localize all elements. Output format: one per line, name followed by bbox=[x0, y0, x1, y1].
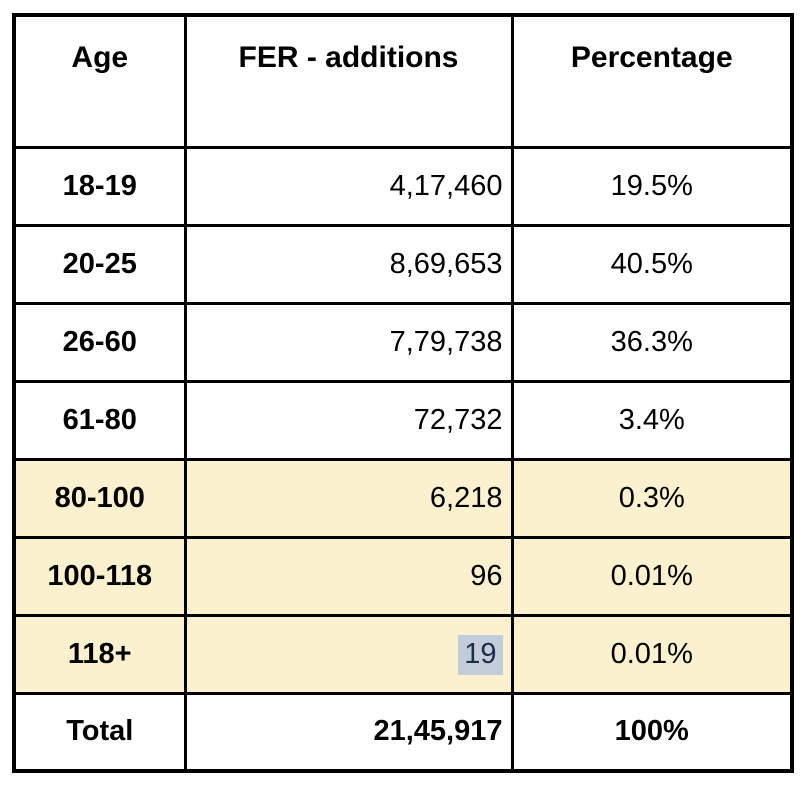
column-header-percentage: Percentage bbox=[510, 13, 794, 149]
value-cell[interactable]: 19 bbox=[183, 613, 514, 695]
age-cell[interactable]: 118+ bbox=[12, 613, 187, 695]
column-header-age: Age bbox=[12, 13, 187, 149]
pct-cell[interactable]: 19.5% bbox=[510, 145, 794, 227]
table-row-total: Total 21,45,917 100% bbox=[12, 691, 794, 773]
age-cell[interactable]: 61-80 bbox=[12, 379, 187, 461]
value-cell[interactable]: 6,218 bbox=[183, 457, 514, 539]
age-cell[interactable]: 80-100 bbox=[12, 457, 187, 539]
column-header-fer-additions: FER - additions bbox=[183, 13, 514, 149]
value-cell[interactable]: 96 bbox=[183, 535, 514, 617]
age-distribution-table: Age FER - additions Percentage 18-19 4,1… bbox=[12, 13, 794, 773]
table-row-highlighted: 100-118 96 0.01% bbox=[12, 535, 794, 617]
value-cell[interactable]: 8,69,653 bbox=[183, 223, 514, 305]
age-cell[interactable]: 100-118 bbox=[12, 535, 187, 617]
table-row-highlighted: 118+ 19 0.01% bbox=[12, 613, 794, 695]
total-value-cell[interactable]: 21,45,917 bbox=[183, 691, 514, 773]
value-cell[interactable]: 4,17,460 bbox=[183, 145, 514, 227]
pct-cell[interactable]: 36.3% bbox=[510, 301, 794, 383]
total-label-cell[interactable]: Total bbox=[12, 691, 187, 773]
table-row: 26-60 7,79,738 36.3% bbox=[12, 301, 794, 383]
table-row: 20-25 8,69,653 40.5% bbox=[12, 223, 794, 305]
total-pct-cell[interactable]: 100% bbox=[510, 691, 794, 773]
value-cell[interactable]: 72,732 bbox=[183, 379, 514, 461]
table-row: 61-80 72,732 3.4% bbox=[12, 379, 794, 461]
pct-cell[interactable]: 40.5% bbox=[510, 223, 794, 305]
age-cell[interactable]: 18-19 bbox=[12, 145, 187, 227]
value-cell[interactable]: 7,79,738 bbox=[183, 301, 514, 383]
pct-cell[interactable]: 3.4% bbox=[510, 379, 794, 461]
pct-cell[interactable]: 0.01% bbox=[510, 613, 794, 695]
pct-cell[interactable]: 0.01% bbox=[510, 535, 794, 617]
table-row: 18-19 4,17,460 19.5% bbox=[12, 145, 794, 227]
age-cell[interactable]: 20-25 bbox=[12, 223, 187, 305]
pct-cell[interactable]: 0.3% bbox=[510, 457, 794, 539]
age-distribution-table-container: Age FER - additions Percentage 18-19 4,1… bbox=[12, 13, 794, 773]
table-row-highlighted: 80-100 6,218 0.3% bbox=[12, 457, 794, 539]
header-row: Age FER - additions Percentage bbox=[12, 13, 794, 149]
selected-text[interactable]: 19 bbox=[458, 634, 503, 675]
age-cell[interactable]: 26-60 bbox=[12, 301, 187, 383]
